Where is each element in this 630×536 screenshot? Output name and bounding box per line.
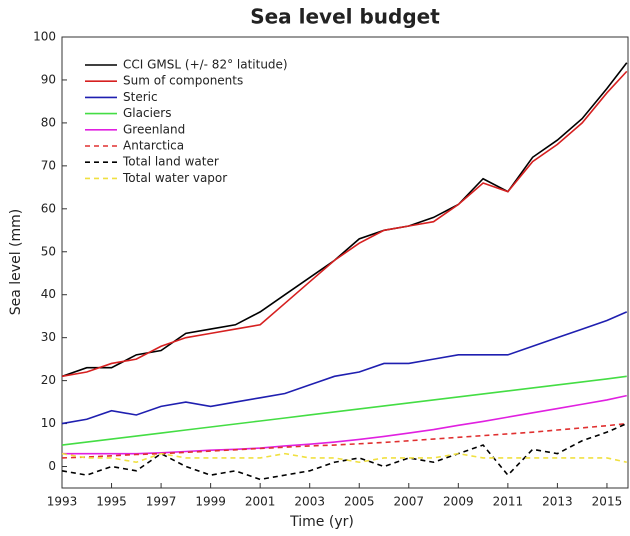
x-tick-label: 1993 [47,495,78,509]
y-tick-label: 80 [41,115,56,129]
legend-label: Antarctica [123,139,184,153]
legend-label: Greenland [123,122,185,136]
y-tick-label: 30 [41,330,56,344]
x-tick-label: 2005 [344,495,375,509]
y-tick-label: 90 [41,72,56,86]
series-line [61,452,627,464]
y-tick-label: 70 [41,158,56,172]
y-tick-label: 60 [41,201,56,215]
legend-label: Steric [123,90,158,104]
y-tick-label: 50 [41,244,56,258]
x-tick-label: 2011 [493,495,524,509]
series-line [61,375,627,446]
x-tick-label: 1997 [146,495,177,509]
y-tick-label: 20 [41,373,56,387]
x-tick-label: 2009 [443,495,474,509]
x-tick-label: 2013 [542,495,573,509]
x-tick-label: 1999 [195,495,226,509]
legend-label: CCI GMSL (+/- 82° latitude) [123,58,288,72]
x-tick-label: 2007 [394,495,425,509]
x-tick-label: 2001 [245,495,276,509]
legend-label: Total water vapor [122,171,227,185]
series-line [61,62,628,378]
y-tick-label: 100 [33,30,56,44]
x-tick-label: 2015 [592,495,623,509]
legend-label: Total land water [122,155,219,169]
y-tick-label: 40 [41,287,56,301]
series-line [61,311,628,425]
x-tick-label: 1995 [96,495,127,509]
plot-frame [61,36,629,489]
x-tick-label: 2003 [294,495,325,509]
legend-label: Sum of components [123,74,243,88]
y-tick-label: 0 [48,459,56,473]
series-line [62,394,627,455]
y-axis-label: Sea level (mm) [8,209,24,315]
x-axis-label: Time (yr) [289,514,354,530]
chart-title: Sea level budget [250,5,440,29]
y-tick-label: 10 [41,416,56,430]
series-line [61,70,628,378]
legend-label: Glaciers [123,106,172,120]
